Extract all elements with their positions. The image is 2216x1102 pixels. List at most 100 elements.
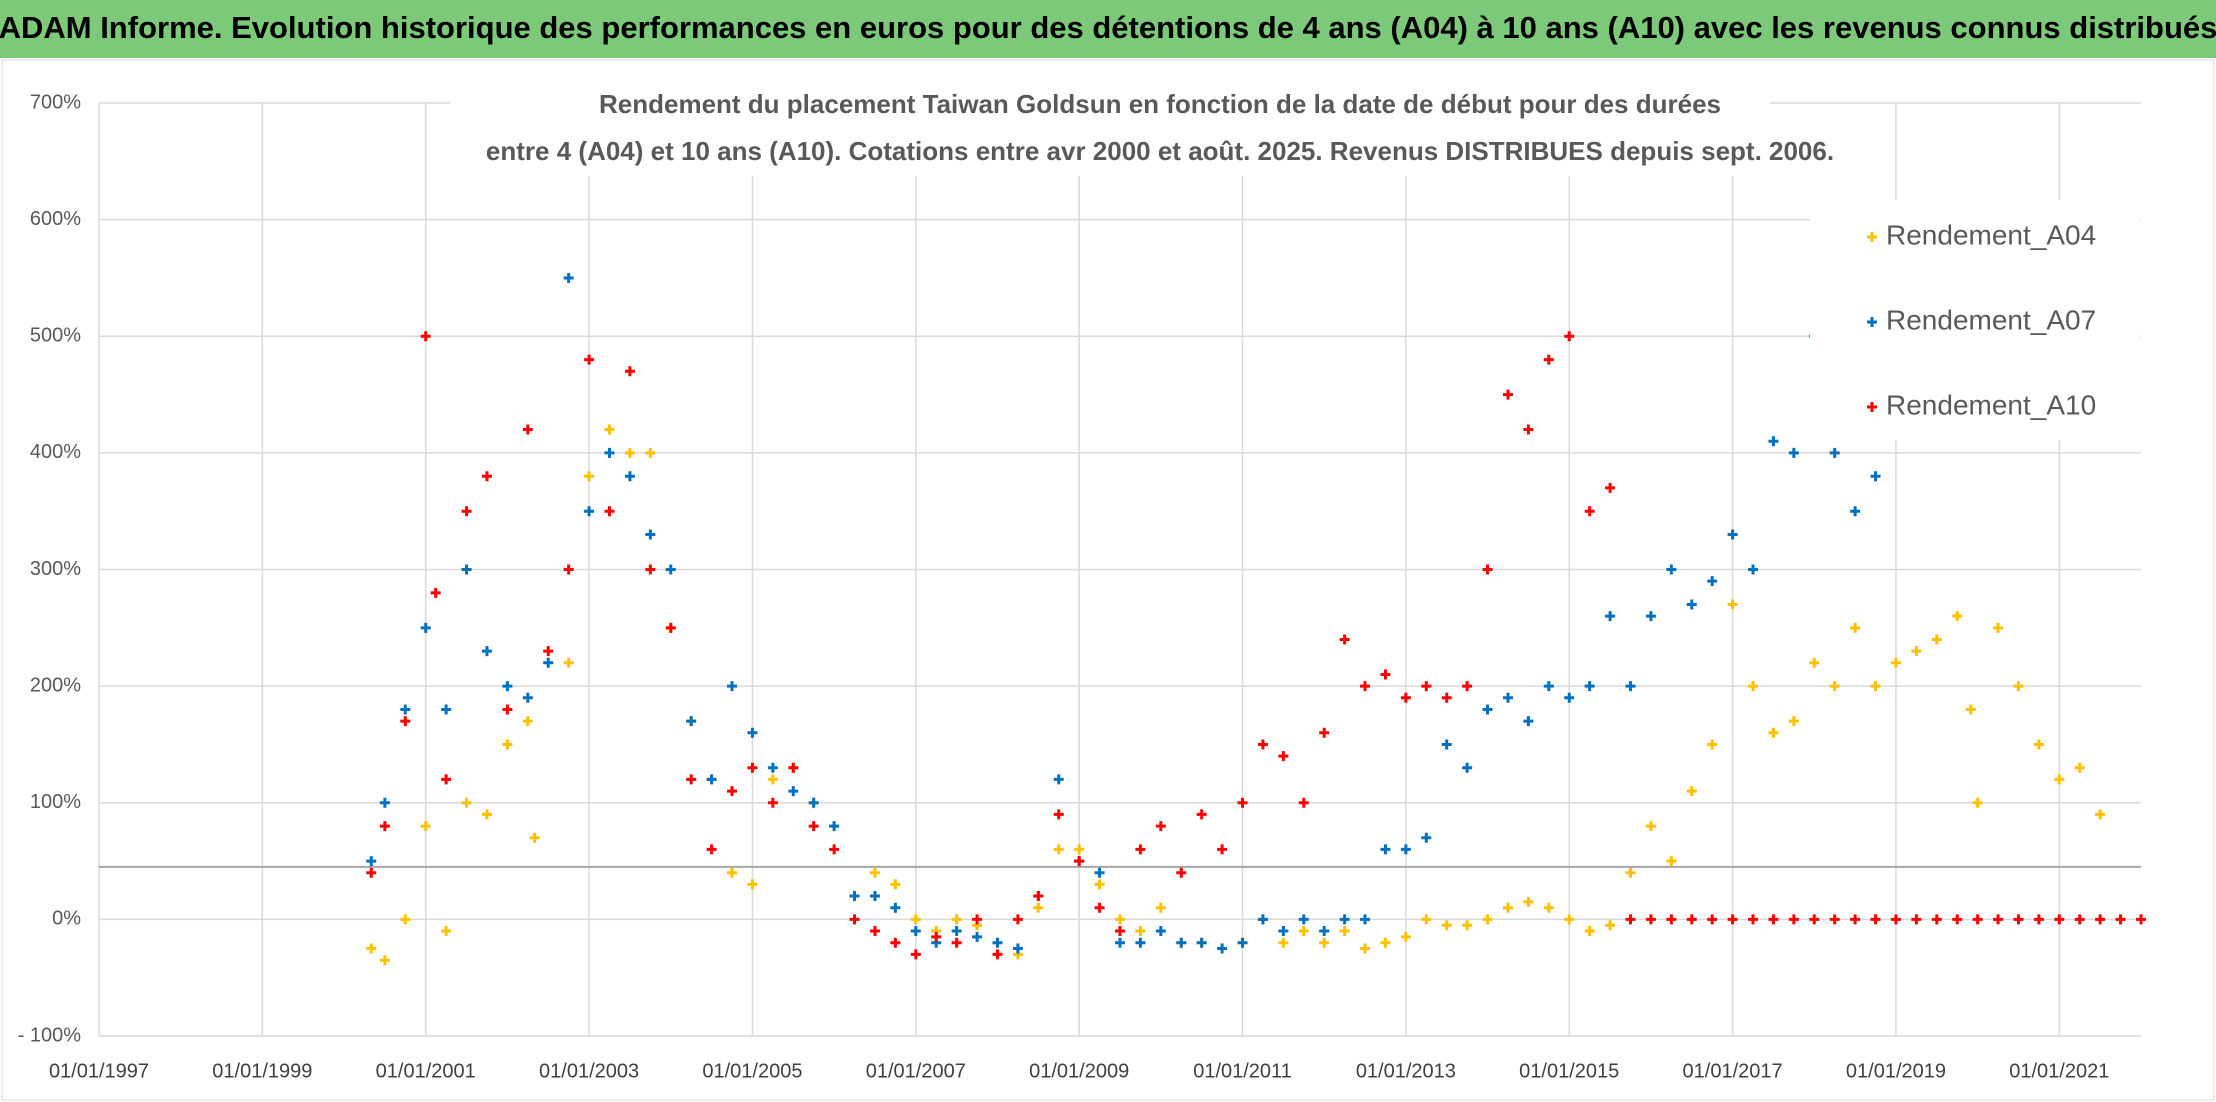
data-point xyxy=(366,943,377,954)
data-point xyxy=(1360,681,1371,692)
data-point xyxy=(1829,447,1840,458)
data-point xyxy=(1482,564,1493,575)
data-point xyxy=(951,914,962,925)
data-point xyxy=(1462,920,1473,931)
header-title: ADAM Informe. Evolution historique des p… xyxy=(0,10,2216,45)
data-point xyxy=(522,716,533,727)
data-point xyxy=(869,867,880,878)
data-point xyxy=(829,844,840,855)
x-tick-label: 01/01/2009 xyxy=(1029,1060,1129,1082)
data-point xyxy=(604,447,615,458)
data-point xyxy=(829,821,840,832)
data-point xyxy=(1298,797,1309,808)
data-point xyxy=(2013,914,2024,925)
data-point xyxy=(1115,914,1125,925)
data-point xyxy=(1850,914,1861,925)
data-point xyxy=(1788,716,1799,727)
data-point xyxy=(1502,902,1513,913)
data-point xyxy=(1993,914,2004,925)
data-point xyxy=(420,821,431,832)
x-tick-label: 01/01/2001 xyxy=(376,1060,476,1082)
data-point xyxy=(951,926,962,937)
data-point xyxy=(747,879,758,890)
legend-background xyxy=(1810,200,2140,440)
data-point xyxy=(1727,914,1738,925)
legend-label: Rendement_A04 xyxy=(1886,219,2096,250)
data-point xyxy=(1257,739,1268,750)
title-background xyxy=(450,84,1770,176)
data-point xyxy=(747,727,758,738)
data-point xyxy=(1727,599,1738,610)
y-tick-label: 200% xyxy=(30,674,81,696)
data-point xyxy=(1482,914,1493,925)
data-point xyxy=(1605,920,1616,931)
data-point xyxy=(1421,914,1432,925)
y-tick-label: 100% xyxy=(30,791,81,813)
data-point xyxy=(890,902,901,913)
data-point xyxy=(2013,681,2024,692)
data-point xyxy=(1441,920,1452,931)
data-point xyxy=(563,657,574,668)
data-point xyxy=(1380,669,1391,680)
data-point xyxy=(624,471,635,482)
data-point xyxy=(1339,926,1350,937)
data-point xyxy=(1645,611,1656,622)
data-point xyxy=(624,366,635,377)
data-point xyxy=(1176,937,1187,948)
data-point xyxy=(1605,611,1616,622)
data-point xyxy=(1155,926,1166,937)
data-point xyxy=(1707,739,1718,750)
data-point xyxy=(1952,611,1963,622)
data-point xyxy=(849,914,860,925)
data-point xyxy=(1788,914,1799,925)
data-point xyxy=(1965,704,1976,715)
data-point xyxy=(686,774,697,785)
data-point xyxy=(1768,436,1779,447)
data-point xyxy=(2074,914,2085,925)
data-point xyxy=(1196,809,1207,820)
data-point xyxy=(2054,774,2065,785)
data-point xyxy=(1564,331,1575,342)
data-point xyxy=(1890,657,1901,668)
data-point xyxy=(1441,692,1452,703)
legend-label: Rendement_A07 xyxy=(1886,304,2096,335)
data-point xyxy=(1053,809,1064,820)
data-point xyxy=(1421,832,1432,843)
data-point xyxy=(727,786,738,797)
data-point xyxy=(1543,902,1554,913)
data-point xyxy=(1115,937,1125,948)
x-tick-label: 01/01/2005 xyxy=(702,1060,802,1082)
data-point xyxy=(543,657,554,668)
data-point xyxy=(665,622,676,633)
data-point xyxy=(1564,692,1575,703)
data-point xyxy=(849,891,860,902)
data-point xyxy=(1380,937,1391,948)
data-point xyxy=(366,856,377,867)
x-tick-label: 01/01/1999 xyxy=(212,1060,312,1082)
data-point xyxy=(706,844,717,855)
data-point xyxy=(645,564,656,575)
data-point xyxy=(1441,739,1452,750)
data-point xyxy=(1666,914,1677,925)
data-point xyxy=(502,681,513,692)
data-point xyxy=(584,471,595,482)
data-point xyxy=(1360,914,1371,925)
data-point xyxy=(461,564,472,575)
data-point xyxy=(1135,937,1146,948)
data-point xyxy=(1748,681,1759,692)
data-point xyxy=(1074,844,1085,855)
data-point xyxy=(1584,506,1595,517)
data-point xyxy=(1972,914,1983,925)
data-point xyxy=(420,622,431,633)
chart-title: Rendement du placement Taiwan Goldsun en… xyxy=(599,89,1721,119)
data-point xyxy=(563,272,574,283)
data-point xyxy=(1564,914,1575,925)
data-point xyxy=(481,809,492,820)
data-point xyxy=(2095,809,2106,820)
data-point xyxy=(1748,564,1759,575)
data-point xyxy=(890,937,901,948)
x-tick-label: 01/01/2007 xyxy=(866,1060,966,1082)
y-tick-label: - 100% xyxy=(18,1024,82,1046)
